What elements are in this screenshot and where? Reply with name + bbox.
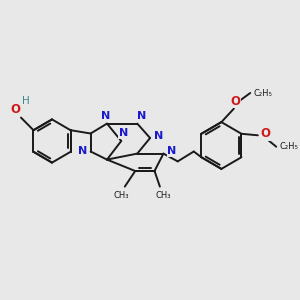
Text: N: N: [101, 111, 110, 121]
Text: N: N: [137, 111, 146, 121]
Text: CH₃: CH₃: [156, 190, 171, 200]
Text: O: O: [230, 94, 240, 108]
Text: N: N: [119, 128, 128, 139]
Text: O: O: [11, 103, 21, 116]
Text: C₂H₅: C₂H₅: [279, 142, 298, 151]
Text: O: O: [260, 127, 270, 140]
Text: CH₃: CH₃: [113, 190, 129, 200]
Text: N: N: [154, 130, 163, 141]
Text: N: N: [167, 146, 176, 156]
Text: H: H: [22, 96, 30, 106]
Text: C₂H₅: C₂H₅: [253, 88, 272, 98]
Text: N: N: [78, 146, 87, 157]
